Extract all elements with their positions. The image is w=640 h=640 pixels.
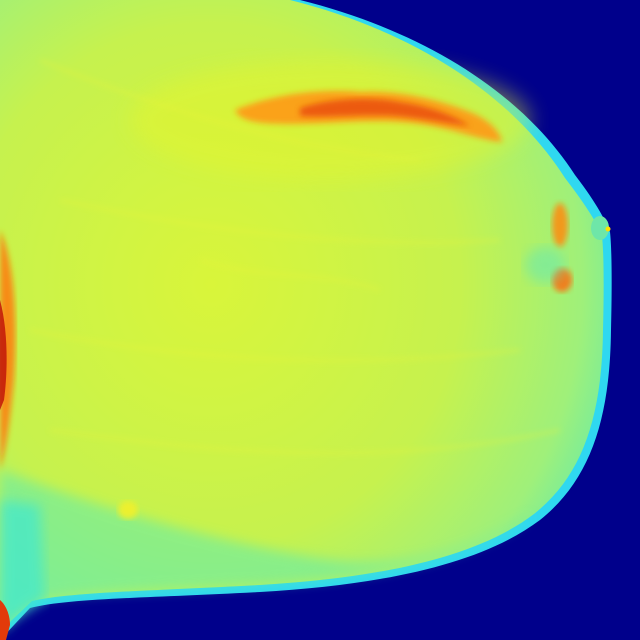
nipple xyxy=(591,216,609,240)
dense-band xyxy=(235,90,502,142)
edge-haze xyxy=(0,470,534,632)
fibrous-strands xyxy=(29,58,561,455)
dense-spot-3 xyxy=(525,247,565,283)
nipple-marker xyxy=(605,226,611,232)
dense-band-core xyxy=(300,98,470,126)
edge-haze-left xyxy=(0,500,45,632)
dense-spot-1 xyxy=(552,203,568,247)
chest-wall-core xyxy=(0,300,7,410)
small-dense-spot xyxy=(118,501,138,519)
chest-wall-bottom xyxy=(0,600,10,640)
chest-wall xyxy=(0,230,16,470)
